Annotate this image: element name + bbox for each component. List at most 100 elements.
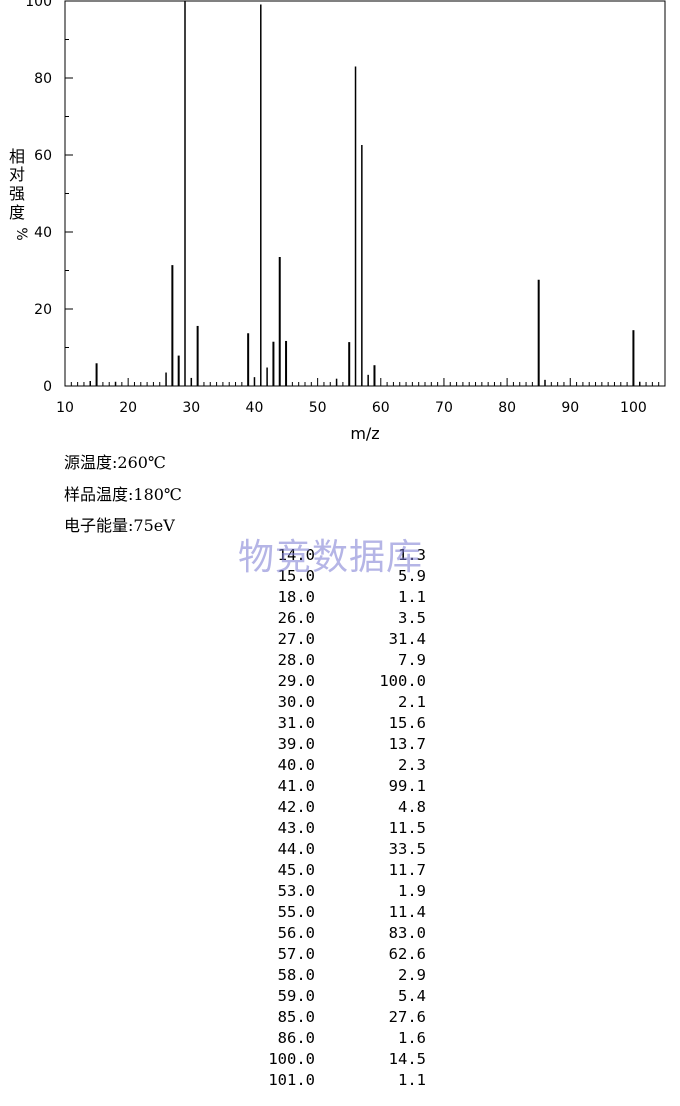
minor-ticks [64,378,666,386]
y-axis-label: 相 对 强 度 % [9,147,29,241]
intensity-value: 5.9 [398,567,426,585]
source-temperature: 源温度:260℃ [64,453,166,472]
x-tick-label: 70 [435,400,453,416]
intensity-value: 2.9 [398,966,426,984]
table-row: 31.0 15.6 [238,713,438,734]
table-row: 57.0 62.6 [238,944,438,965]
y-tick-label: 40 [34,225,52,241]
intensity-value: 2.1 [398,693,426,711]
table-row: 15.0 5.9 [238,566,438,587]
intensity-value: 4.8 [398,798,426,816]
table-row: 39.0 13.7 [238,734,438,755]
intensity-value: 33.5 [388,840,426,858]
intensity-value: 11.4 [388,903,426,921]
y-axis-label-char-4: 度 [9,203,25,222]
table-row: 41.0 99.1 [238,776,438,797]
intensity-value: 7.9 [398,651,426,669]
y-axis-label-char-3: 强 [9,184,25,203]
table-row: 29.0 100.0 [238,671,438,692]
x-tick-label: 60 [372,400,390,416]
mz-value: 58.0 [277,966,315,984]
mz-value: 28.0 [277,651,315,669]
intensity-value: 62.6 [388,945,426,963]
x-tick-label: 30 [182,400,200,416]
intensity-value: 1.3 [398,546,426,564]
mz-value: 86.0 [277,1029,315,1047]
mz-value: 29.0 [277,672,315,690]
mz-value: 39.0 [277,735,315,753]
x-tick-label: 10 [56,400,74,416]
x-tick-label: 80 [498,400,516,416]
mz-value: 18.0 [277,588,315,606]
table-row: 44.0 33.5 [238,839,438,860]
intensity-value: 1.6 [398,1029,426,1047]
y-axis-label-char-2: 对 [9,165,25,184]
mz-value: 57.0 [277,945,315,963]
x-axis: 10 20 30 40 50 60 70 80 90 100 [56,400,647,416]
mz-value: 42.0 [277,798,315,816]
x-tick-label: 90 [561,400,579,416]
y-axis-label-char-1: 相 [9,147,25,166]
mass-spectrum-chart: 10 20 30 40 50 60 70 80 90 100 0 20 40 60 80 100 m/z 相… [9,0,666,443]
watermark: 物竞数据库 [238,537,424,578]
intensity-value: 11.7 [388,861,426,879]
table-row: 56.0 83.0 [238,923,438,944]
intensity-value: 5.4 [398,987,426,1005]
y-tick-label: 60 [34,148,52,164]
intensity-value: 99.1 [388,777,426,795]
table-row: 40.0 2.3 [238,755,438,776]
x-axis-label: m/z [350,424,379,443]
table-row: 58.0 2.9 [238,965,438,986]
mz-value: 41.0 [277,777,315,795]
mz-value: 15.0 [277,567,315,585]
x-tick-label: 40 [246,400,264,416]
mz-value: 101.0 [268,1071,315,1089]
mz-value: 27.0 [277,630,315,648]
electron-energy: 电子能量:75eV [64,516,175,535]
table-row: 100.0 14.5 [238,1049,438,1070]
x-tick-label: 50 [309,400,327,416]
intensity-value: 27.6 [388,1008,426,1026]
mz-value: 31.0 [277,714,315,732]
table-row: 18.0 1.1 [238,587,438,608]
table-row: 59.0 5.4 [238,986,438,1007]
x-tick-label: 100 [620,400,647,416]
table-row: 28.0 7.9 [238,650,438,671]
mz-value: 14.0 [277,546,315,564]
table-row: 27.0 31.4 [238,629,438,650]
intensity-value: 14.5 [388,1050,426,1068]
y-tick-label: 0 [43,379,52,395]
table-row: 30.0 2.1 [238,692,438,713]
y-tick-label: 80 [34,71,52,87]
mz-value: 45.0 [277,861,315,879]
table-row: 85.0 27.6 [238,1007,438,1028]
y-tick-label: 20 [34,302,52,318]
mz-value: 53.0 [277,882,315,900]
y-tick-label: 100 [25,0,52,10]
intensity-value: 11.5 [388,819,426,837]
mz-value: 56.0 [277,924,315,942]
table-row: 86.0 1.6 [238,1028,438,1049]
mz-value: 26.0 [277,609,315,627]
intensity-value: 1.9 [398,882,426,900]
peak-table: 14.0 1.3 15.0 5.9 18.0 1.1 26.0 3.5 27.0 31.4 28.0… [238,545,438,1091]
table-row: 45.0 11.7 [238,860,438,881]
intensity-value: 3.5 [398,609,426,627]
table-row: 101.0 1.1 [238,1070,438,1091]
mz-value: 100.0 [268,1050,315,1068]
mz-value: 30.0 [277,693,315,711]
table-row: 53.0 1.9 [238,881,438,902]
table-row: 43.0 11.5 [238,818,438,839]
mz-value: 44.0 [277,840,315,858]
mz-value: 85.0 [277,1008,315,1026]
intensity-value: 13.7 [388,735,426,753]
mz-value: 43.0 [277,819,315,837]
y-axis: 0 20 40 60 80 100 [25,0,73,395]
sample-temperature: 样品温度:180℃ [64,485,182,504]
x-tick-label: 20 [119,400,137,416]
intensity-value: 83.0 [388,924,426,942]
intensity-value: 31.4 [388,630,426,648]
mz-value: 59.0 [277,987,315,1005]
intensity-value: 2.3 [398,756,426,774]
intensity-value: 15.6 [388,714,426,732]
